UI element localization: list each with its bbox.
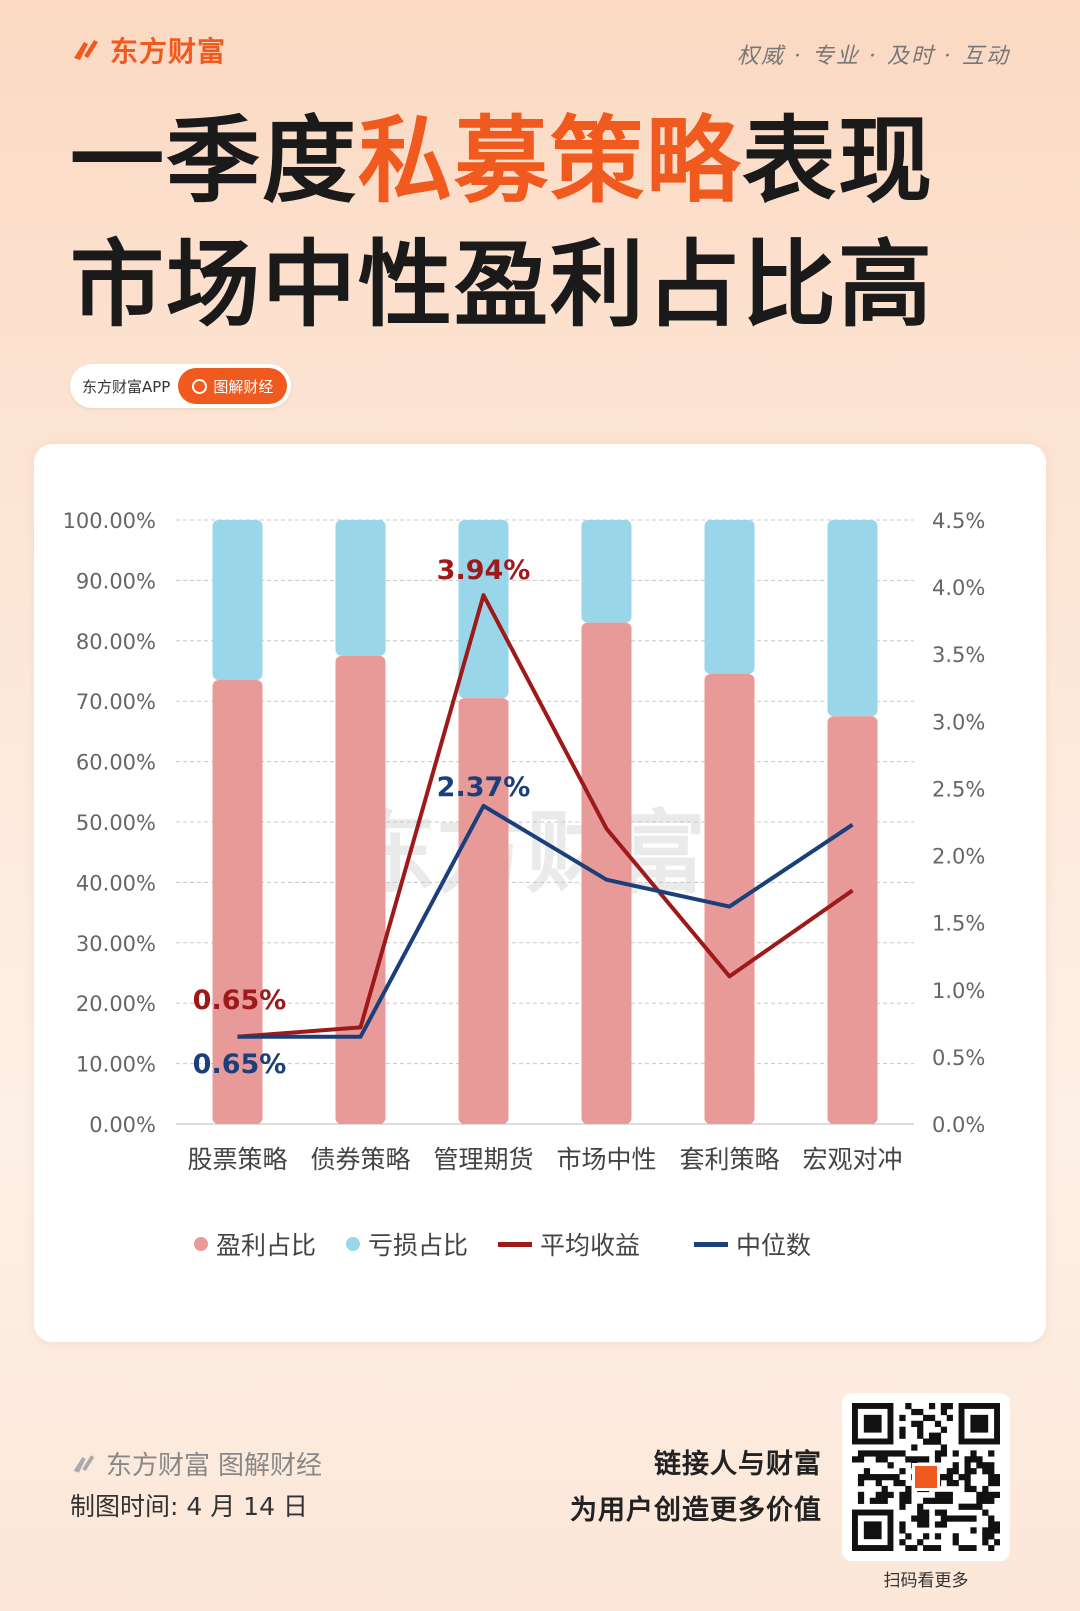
left-tick-label: 10.00% [76,1053,156,1077]
brand-mark-icon [73,1454,95,1473]
brand-name: 东方财富 [110,35,227,68]
line-average [237,593,854,1039]
qr-code-icon [852,1403,1001,1552]
page-title: 一季度私募策略表现 市场中性盈利占比高 [70,100,934,348]
x-tick-label: 管理期货 [433,1145,533,1174]
data-label: 3.94% [437,555,531,586]
qr-code[interactable] [842,1393,1010,1561]
legend-item-profit: 盈利占比 [194,1226,316,1262]
right-tick-label: 4.5% [932,509,985,533]
data-label: 0.65% [193,1049,287,1080]
bar-profit [212,680,263,1124]
data-label: 2.37% [437,772,531,803]
tag-app-name: 东方财富APP [82,377,171,396]
brand-logo: 东方财富 [70,30,226,70]
bar-loss [335,520,386,656]
x-tick-label: 股票策略 [187,1145,287,1174]
right-tick-label: 1.5% [932,912,985,936]
left-tick-label: 40.00% [76,871,156,895]
footer-date: 制图时间: 4 月 14 日 [70,1492,308,1521]
x-tick-label: 套利策略 [679,1145,779,1174]
bar-profit [581,622,632,1124]
brand-mark-icon [74,40,98,60]
bar-loss [581,520,632,623]
left-tick-label: 90.00% [76,569,156,593]
right-tick-label: 2.5% [932,777,985,801]
right-tick-label: 0.0% [932,1113,985,1137]
qr-caption: 扫码看更多 [883,1571,969,1591]
tag-search-label: 图解财经 [213,377,274,396]
motto-line-2: 为用户创造更多价值 [570,1495,822,1526]
legend-item-median: 中位数 [694,1226,811,1262]
legend-item-avg: 平均收益 [498,1226,640,1262]
right-tick-label: 3.0% [932,710,985,734]
left-tick-label: 60.00% [76,751,156,775]
data-label: 0.65% [193,985,287,1016]
chart: 东方财富0.00%10.00%20.00%30.00%40.00%50.00%6… [63,509,986,1174]
chart-card: 东方财富 0.00% 10.00% 20.00% 30.00% 40.00% 50.00% 6… [34,444,1046,1342]
left-tick-label: 50.00% [76,811,156,835]
footer-brand: 东方财富 图解财经 [70,1445,322,1482]
bar-profit [827,716,878,1124]
right-tick-label: 1.0% [932,979,985,1003]
left-tick-label: 80.00% [76,630,156,654]
right-tick-label: 2.0% [932,845,985,869]
chart-legend: 盈利占比 亏损占比 平均收益 中位数 [194,1226,841,1262]
tag-search-button[interactable]: 图解财经 [178,368,288,404]
right-tick-label: 4.0% [932,576,985,600]
bar-loss [458,520,509,699]
x-tick-label: 市场中性 [556,1145,656,1174]
legend-item-loss: 亏损占比 [346,1226,468,1262]
bar-loss [827,520,878,717]
line-median [237,803,854,1039]
title-highlight: 私募策略 [358,107,743,216]
left-tick-label: 20.00% [76,992,156,1016]
slogan: 权威 · 专业 · 及时 · 互动 [737,44,1010,69]
left-tick-label: 0.00% [89,1113,156,1137]
motto: 链接人与财富 为用户创造更多价值 [570,1442,822,1534]
bar-profit [704,674,755,1124]
title-line-2: 市场中性盈利占比高 [70,231,935,340]
footer-section: 图解财经 [218,1451,323,1481]
bar-loss [212,520,263,681]
left-tick-label: 30.00% [76,932,156,956]
right-tick-label: 0.5% [932,1046,985,1070]
motto-line-1: 链接人与财富 [654,1449,822,1480]
title-line-1: 一季度私募策略表现 [70,107,935,216]
x-tick-label: 宏观对冲 [802,1145,902,1174]
search-icon [192,378,208,394]
source-tag: 东方财富APP 图解财经 [70,364,292,408]
left-tick-label: 100.00% [63,509,156,533]
right-tick-label: 3.5% [932,643,985,667]
bar-loss [704,520,755,675]
x-tick-label: 债券策略 [310,1145,410,1174]
footer-brand-name: 东方财富 [106,1451,211,1481]
left-tick-label: 70.00% [76,690,156,714]
bar-profit [458,698,509,1124]
bar-profit [335,655,386,1124]
